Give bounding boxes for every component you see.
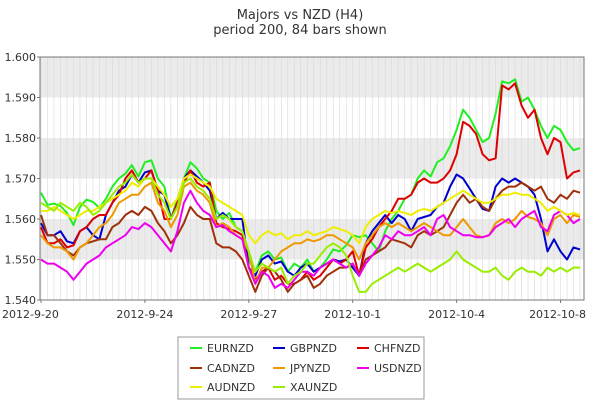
legend-label: AUDNZD <box>207 381 255 394</box>
plot-band <box>40 259 584 300</box>
plot-band <box>40 97 584 138</box>
y-tick-label: 1.600 <box>5 51 37 64</box>
y-tick-label: 1.570 <box>5 173 37 186</box>
y-tick-label: 1.560 <box>5 213 37 226</box>
chart-subtitle: period 200, 84 bars shown <box>213 23 387 38</box>
series-line-audnzd <box>41 173 581 245</box>
y-tick-label: 1.550 <box>5 254 37 267</box>
legend-label: USDNZD <box>374 362 422 375</box>
x-tick-label: 2012-9-24 <box>116 308 173 321</box>
x-tick-label: 2012-10-8 <box>529 308 586 321</box>
series-line-cadnzd <box>40 181 581 293</box>
series-line-usdnzd <box>40 189 581 289</box>
legend-label: GBPNZD <box>290 342 337 355</box>
legend: EURNZD GBPNZD CHFNZD CADNZD JPYNZD USDNZD AUDN… <box>177 336 425 400</box>
plot-band <box>40 219 584 260</box>
x-axis: 2012-9-20 2012-9-24 2012-9-27 2012-10-1 2012… <box>2 300 586 321</box>
x-tick-label: 2012-10-4 <box>428 308 485 321</box>
y-axis: 1.540 1.550 1.560 1.570 1.580 1.590 1.600 <box>5 51 40 307</box>
plot-band <box>40 57 584 98</box>
y-tick-label: 1.590 <box>5 92 37 105</box>
legend-label: EURNZD <box>207 342 254 355</box>
series-lines <box>40 78 581 293</box>
legend-label: XAUNZD <box>290 381 337 394</box>
x-tick-label: 2012-10-1 <box>324 308 381 321</box>
legend-label: JPYNZD <box>289 362 331 375</box>
series-line-chfnzd <box>40 82 581 285</box>
x-tick-label: 2012-9-27 <box>220 308 277 321</box>
x-tick-label: 2012-9-20 <box>2 308 59 321</box>
series-line-eurnzd <box>40 78 581 273</box>
series-line-xaunzd <box>40 173 580 293</box>
legend-label: CHFNZD <box>374 342 421 355</box>
plot-band <box>40 138 584 179</box>
chart-title: Majors vs NZD (H4) <box>237 8 364 23</box>
y-tick-label: 1.580 <box>5 132 37 145</box>
legend-box <box>177 336 425 400</box>
legend-label: CADNZD <box>207 362 255 375</box>
y-tick-label: 1.540 <box>5 294 37 307</box>
